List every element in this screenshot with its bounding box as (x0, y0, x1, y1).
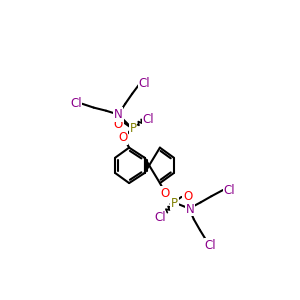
Text: Cl: Cl (204, 239, 216, 252)
Text: N: N (186, 203, 194, 216)
Text: P: P (130, 122, 136, 135)
Text: P: P (171, 196, 178, 210)
Text: Cl: Cl (142, 113, 154, 126)
Text: Cl: Cl (154, 211, 166, 224)
Text: Cl: Cl (224, 184, 235, 196)
Text: O: O (118, 131, 128, 144)
Text: Cl: Cl (70, 97, 82, 110)
Text: N: N (114, 108, 123, 121)
Text: Cl: Cl (139, 77, 150, 90)
Text: O: O (114, 118, 123, 131)
Text: O: O (183, 190, 192, 203)
Text: O: O (160, 187, 169, 200)
